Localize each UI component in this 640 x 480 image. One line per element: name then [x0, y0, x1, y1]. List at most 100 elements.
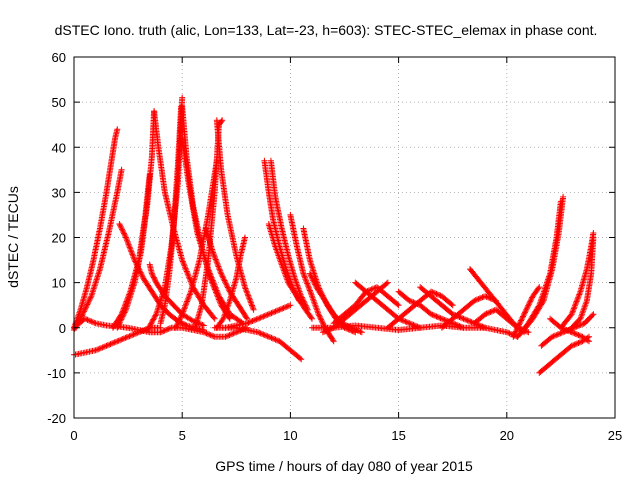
data-point — [118, 225, 125, 231]
data-point — [184, 271, 191, 278]
data-point — [158, 328, 165, 335]
data-point — [584, 337, 591, 344]
data-point — [88, 318, 95, 325]
data-point — [165, 325, 172, 332]
data-point — [126, 244, 133, 251]
data-point — [92, 347, 99, 354]
data-point — [177, 313, 184, 320]
data-point — [219, 117, 226, 124]
data-point — [114, 126, 121, 133]
data-point — [457, 314, 464, 321]
data-point — [244, 289, 251, 296]
data-point — [505, 329, 512, 336]
data-point — [271, 309, 278, 315]
data-point — [121, 231, 128, 238]
data-point — [213, 287, 220, 294]
data-point — [107, 341, 114, 348]
data-point — [411, 299, 418, 306]
data-point — [312, 281, 319, 288]
data-point — [226, 332, 233, 339]
data-point — [118, 166, 125, 173]
data-point — [206, 331, 213, 338]
data-point — [257, 330, 264, 337]
data-point — [129, 251, 136, 258]
data-point — [413, 300, 420, 307]
data-point — [539, 299, 546, 305]
data-point — [310, 277, 317, 284]
data-point — [148, 270, 155, 277]
data-point — [512, 328, 519, 335]
data-point — [208, 273, 214, 280]
data-point — [522, 309, 528, 316]
data-point — [245, 319, 252, 326]
data-point — [178, 312, 185, 319]
data-point — [246, 296, 253, 303]
data-point — [157, 329, 164, 336]
y-tick-label: 10 — [52, 276, 66, 291]
data-point — [106, 341, 113, 348]
series-29 — [352, 279, 424, 331]
data-point — [570, 307, 577, 313]
y-tick-label: 60 — [52, 50, 66, 65]
data-point — [81, 315, 88, 322]
data-point — [267, 334, 274, 341]
x-tick-label: 0 — [70, 428, 77, 443]
series-11 — [179, 135, 246, 327]
data-point — [114, 338, 121, 345]
data-point — [249, 318, 256, 324]
y-tick-label: -10 — [47, 366, 66, 381]
data-point — [571, 304, 578, 311]
data-point — [521, 310, 528, 317]
data-point — [471, 297, 478, 304]
data-point — [161, 327, 168, 334]
data-point — [407, 298, 414, 305]
data-point — [128, 248, 135, 255]
data-point — [527, 298, 534, 305]
data-point — [523, 306, 530, 313]
data-point — [117, 337, 123, 344]
data-point — [199, 321, 206, 328]
data-point — [586, 338, 592, 345]
x-tick-label: 10 — [283, 428, 297, 443]
series-13 — [192, 117, 226, 331]
data-point — [516, 321, 523, 328]
data-point — [525, 302, 532, 309]
data-point — [129, 332, 136, 339]
data-point — [310, 278, 317, 285]
data-point — [224, 284, 231, 291]
data-point — [572, 341, 579, 348]
data-point — [512, 329, 519, 336]
data-point — [176, 316, 183, 323]
data-point — [210, 278, 217, 285]
data-point — [448, 301, 455, 308]
data-point — [217, 269, 224, 276]
data-point — [319, 319, 326, 326]
data-point — [83, 304, 89, 311]
data-point — [243, 287, 249, 293]
data-point — [82, 305, 89, 312]
data-point — [225, 300, 232, 307]
data-point — [179, 94, 186, 101]
data-point — [253, 316, 260, 323]
data-point — [221, 277, 228, 284]
y-tick-label: 50 — [52, 95, 66, 110]
data-point — [514, 324, 521, 331]
data-point — [150, 273, 157, 280]
data-point — [484, 310, 491, 317]
data-point — [122, 334, 129, 341]
series-23 — [222, 324, 305, 363]
data-point — [317, 315, 324, 322]
data-point — [518, 317, 525, 324]
data-point — [224, 283, 231, 290]
x-axis: 0 5 10 15 20 25 — [70, 57, 622, 443]
data-point — [78, 312, 85, 319]
data-point — [560, 193, 567, 200]
data-point — [464, 317, 471, 324]
x-tick-label: 25 — [608, 428, 622, 443]
data-point — [151, 313, 158, 320]
data-point — [575, 340, 582, 346]
y-axis-label: dSTEC / TECUs — [5, 186, 21, 288]
data-point — [567, 328, 574, 335]
data-point — [403, 319, 410, 326]
y-tick-label: 20 — [52, 231, 66, 246]
